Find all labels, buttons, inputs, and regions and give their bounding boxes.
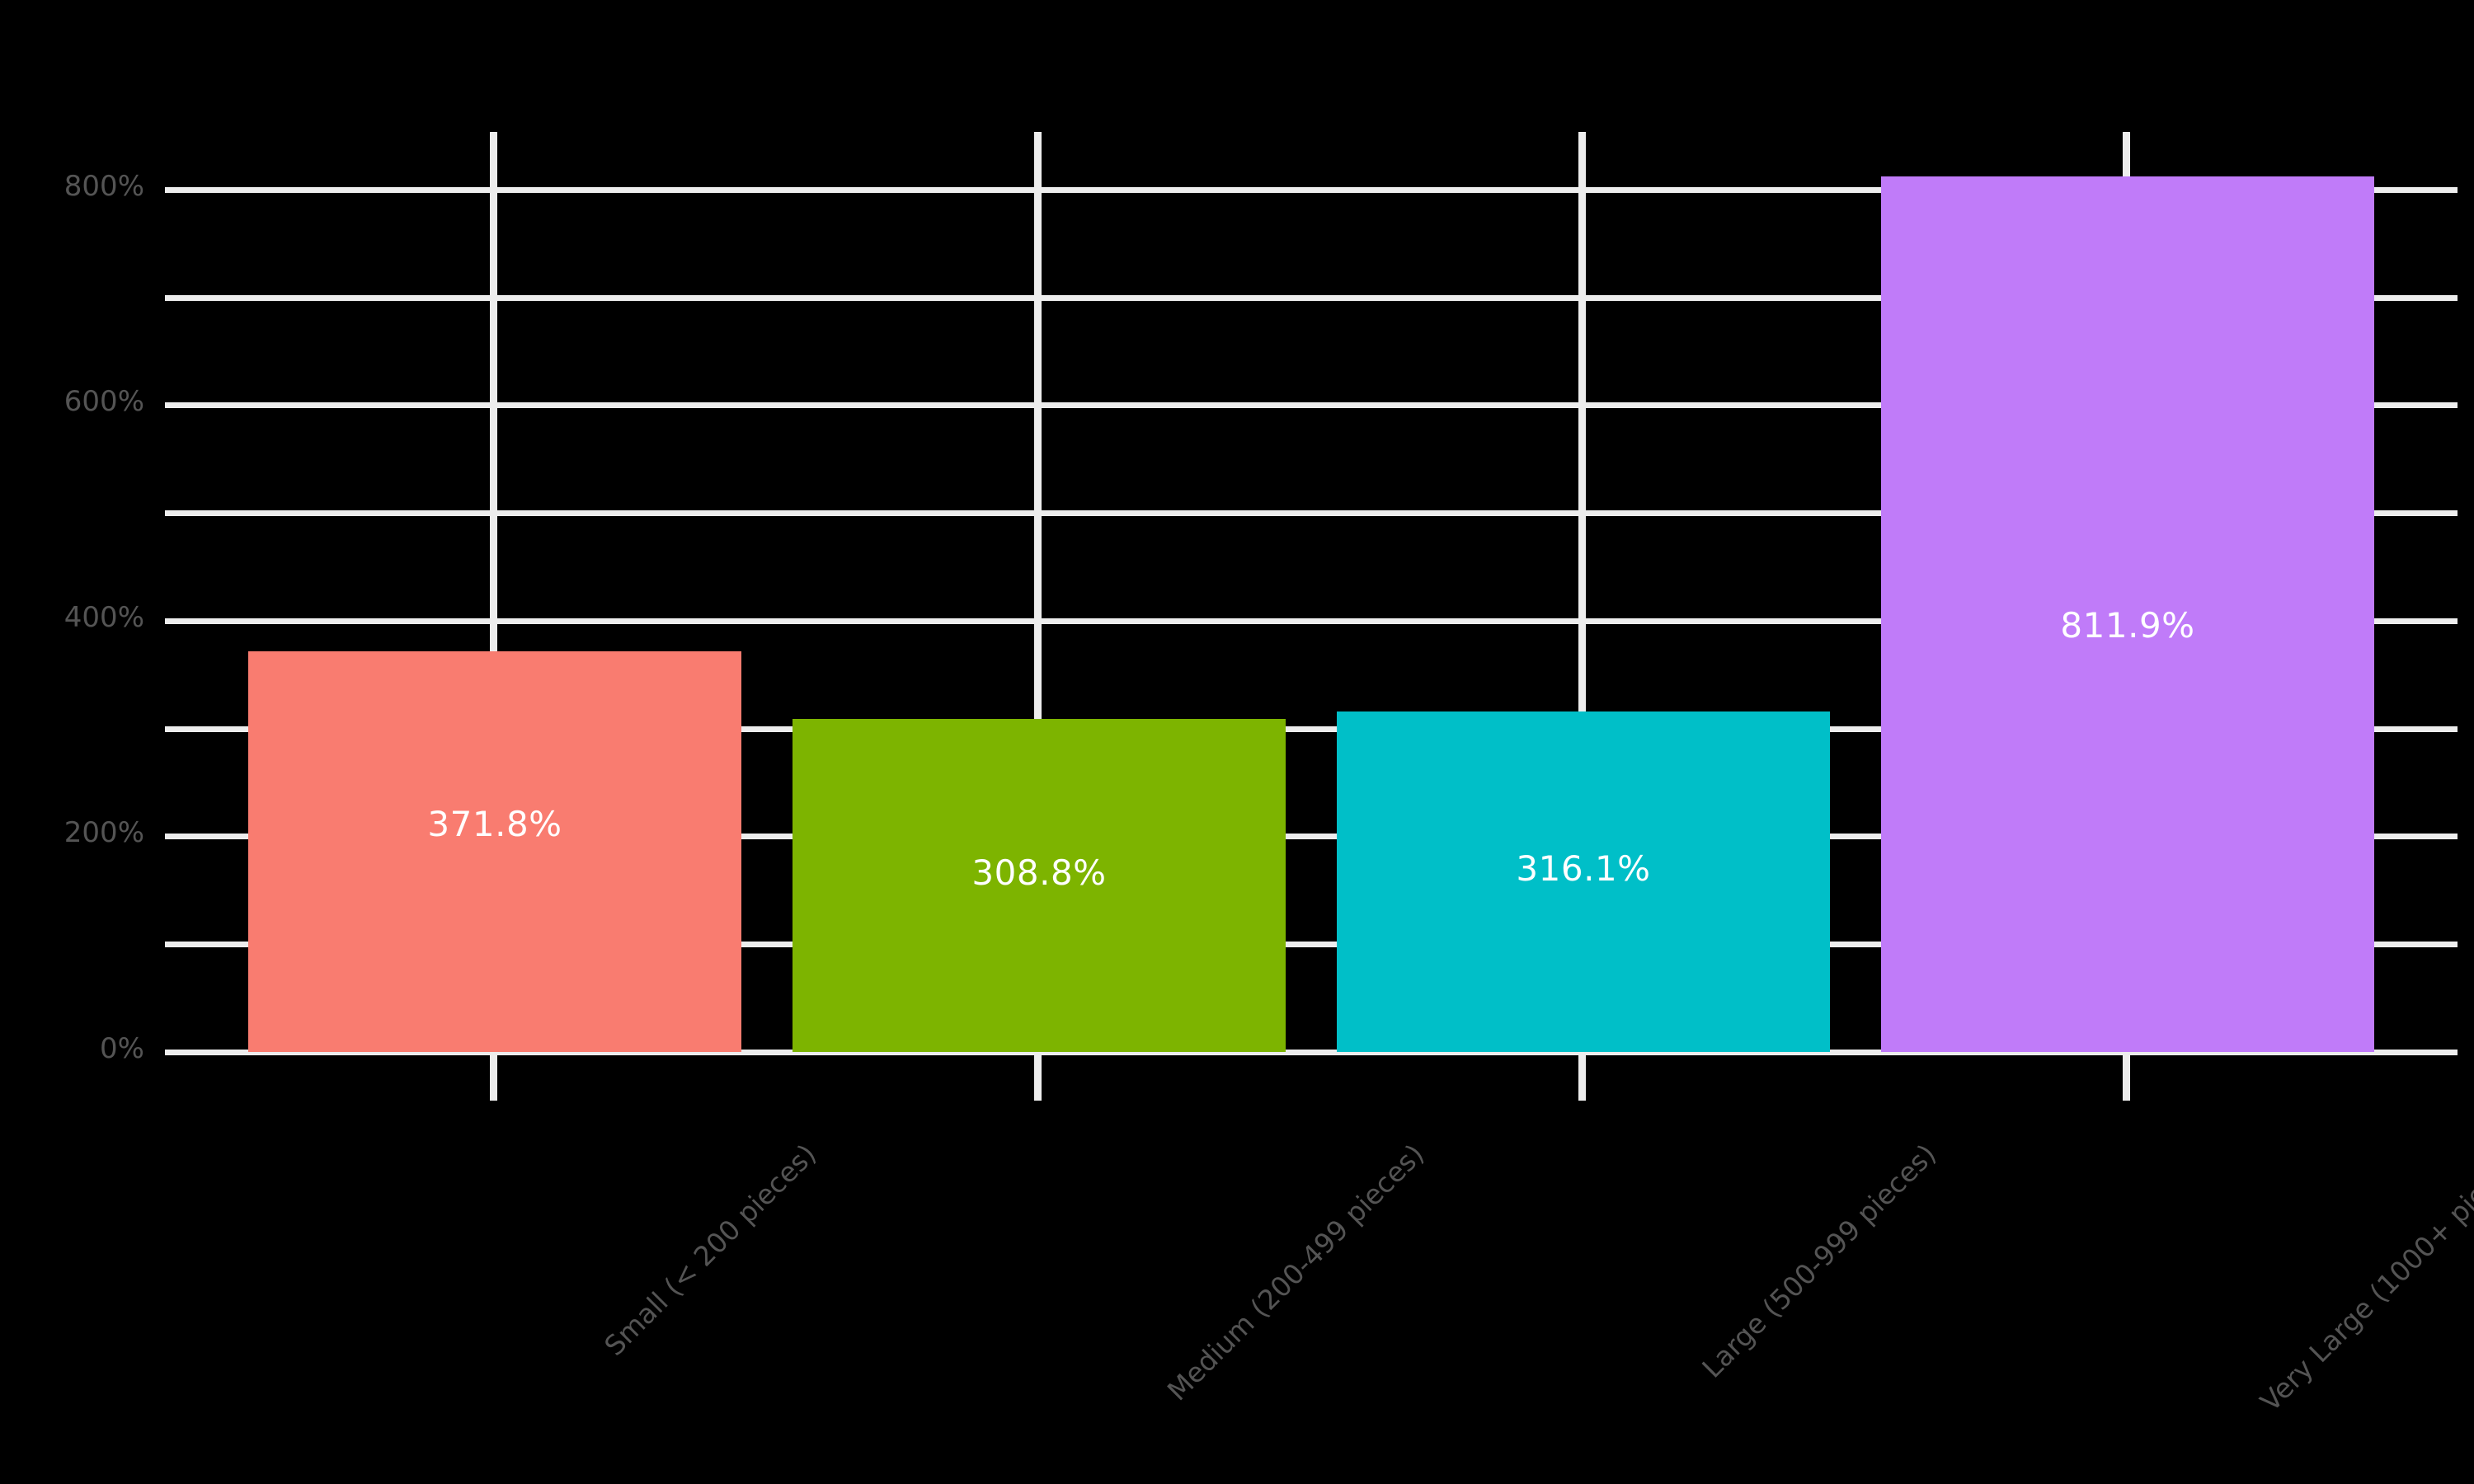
bar-value-label-medium: 308.8% (971, 852, 1107, 893)
gridline-100 (165, 942, 2458, 947)
gridline-200 (165, 834, 2458, 839)
bar-medium[interactable]: 308.8% (793, 719, 1286, 1052)
gridline-vertical-cat-3 (1578, 132, 1586, 1101)
y-axis-tick-400: 400% (63, 601, 144, 634)
y-axis-tick-0: 0% (100, 1032, 144, 1065)
gridline-500 (165, 510, 2458, 516)
gridline-600 (165, 402, 2458, 408)
x-axis-tick-large: Large (500-999 pieces) (1696, 1138, 1943, 1384)
gridline-400 (165, 618, 2458, 624)
y-axis-tick-200: 200% (63, 816, 144, 849)
gridline-800 (165, 187, 2458, 193)
gridline-0 (165, 1050, 2458, 1055)
bar-small[interactable]: 371.8% (248, 651, 741, 1052)
x-axis-tick-medium: Medium (200-499 pieces) (1160, 1138, 1431, 1407)
bar-value-label-very-large: 811.9% (2060, 605, 2195, 646)
x-axis-tick-small: Small (< 200 pieces) (598, 1138, 823, 1362)
y-axis-tick-600: 600% (63, 385, 144, 418)
y-axis-tick-800: 800% (63, 170, 144, 203)
bar-large[interactable]: 316.1% (1337, 711, 1830, 1052)
gridline-vertical-cat-2 (1034, 132, 1042, 1101)
bar-very-large[interactable]: 811.9% (1881, 176, 2374, 1052)
gridline-300 (165, 726, 2458, 732)
gridline-700 (165, 295, 2458, 301)
x-axis-tick-very-large: Very Large (1000+ pieces) (2254, 1138, 2474, 1418)
gridline-vertical-cat-1 (490, 132, 497, 1101)
bar-value-label-small: 371.8% (427, 804, 562, 844)
bar-value-label-large: 316.1% (1516, 848, 1651, 889)
